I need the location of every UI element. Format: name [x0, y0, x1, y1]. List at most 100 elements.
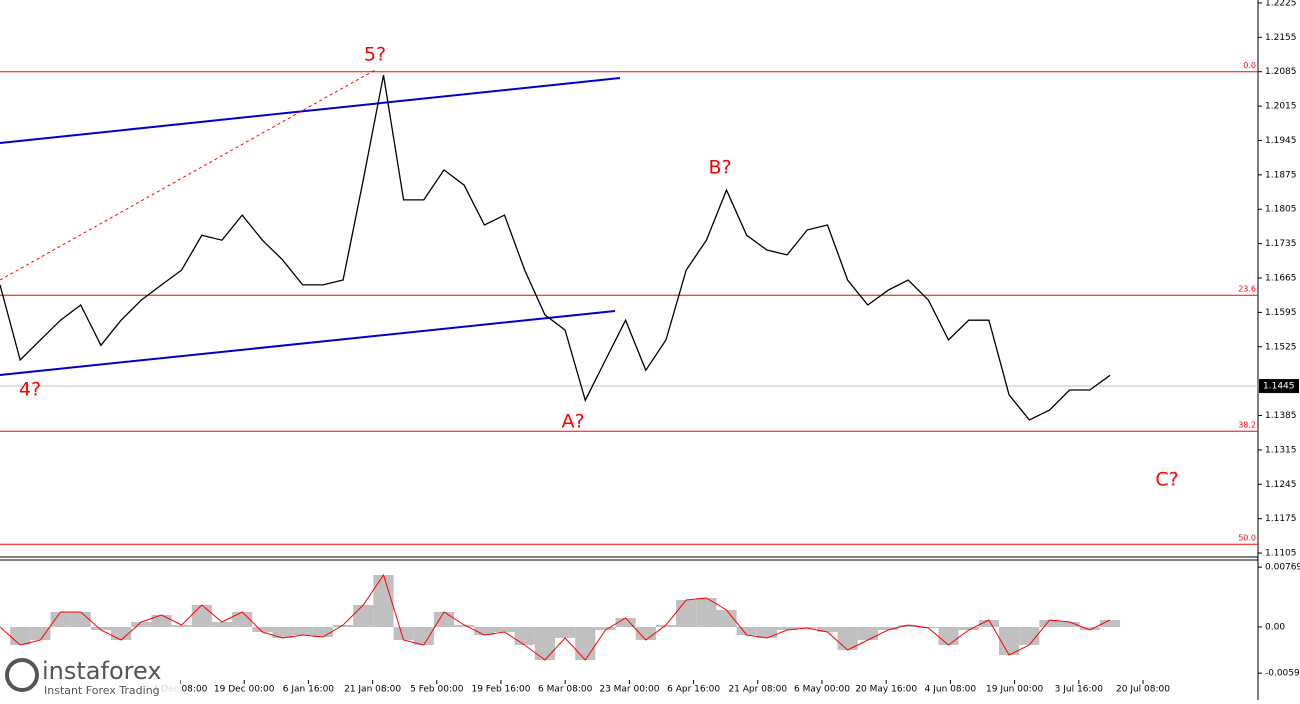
oscillator-bar [111, 627, 132, 640]
wave-label: C? [1155, 469, 1178, 491]
oscillator-bar [413, 627, 434, 645]
oscillator-bar [696, 597, 717, 628]
y-tick-label: 0.00769 [1265, 563, 1300, 573]
oscillator-bar [958, 627, 979, 631]
x-tick-label: 19 Dec 00:00 [214, 685, 275, 695]
y-tick-label: -0.00593 [1265, 669, 1300, 679]
channel-line [0, 310, 616, 376]
y-tick-label: 1.1945 [1265, 136, 1297, 146]
price-line [0, 74, 1111, 421]
oscillator-bar [555, 627, 576, 638]
oscillator-bar [292, 627, 313, 636]
oscillator-bar [131, 622, 152, 628]
x-tick-label: 21 Apr 08:00 [728, 685, 787, 695]
oscillator-bar [232, 611, 253, 628]
fib-label: 38.2 [1238, 421, 1256, 430]
oscillator-bar [393, 627, 414, 640]
oscillator-bar [333, 624, 354, 628]
y-tick-label: 1.1735 [1265, 239, 1297, 249]
logo-name: instaforex [42, 657, 162, 685]
oscillator-bar [635, 627, 656, 640]
x-tick-label: 6 Apr 16:00 [667, 685, 720, 695]
x-tick-label: 19 Jun 00:00 [986, 685, 1043, 695]
logo-tagline: Instant Forex Trading [44, 684, 160, 697]
channel-line [0, 77, 621, 144]
y-tick-label: 1.1665 [1265, 274, 1297, 284]
oscillator-bar [90, 627, 111, 631]
x-tick-label: 5 Feb 00:00 [410, 685, 464, 695]
oscillator-bar [474, 627, 495, 636]
y-tick-label: 1.1525 [1265, 342, 1297, 352]
oscillator-bar [454, 624, 475, 628]
y-tick-label: 1.2085 [1265, 67, 1297, 77]
oscillator-bar [1059, 622, 1080, 628]
y-tick-label: 1.1805 [1265, 205, 1297, 215]
oscillator-bar [898, 624, 919, 628]
oscillator-bar [736, 627, 757, 636]
oscillator-bar [756, 627, 777, 638]
oscillator-bar [514, 627, 535, 645]
x-tick-label: 4 Dec 08:00 [153, 685, 208, 695]
oscillator-line [0, 573, 1111, 661]
oscillator-bar [494, 627, 515, 632]
logo-icon [5, 658, 39, 692]
logo: instaforex Instant Forex Trading [0, 655, 180, 700]
oscillator-bar [857, 627, 878, 640]
oscillator-bar [938, 627, 959, 645]
oscillator-bar [595, 627, 616, 631]
oscillator-bar [877, 627, 899, 631]
oscillator-bar [171, 624, 192, 628]
y-tick-label: 1.2015 [1265, 102, 1297, 112]
x-tick-label: 20 Jul 08:00 [1116, 685, 1170, 695]
oscillator-bar [615, 617, 636, 628]
x-tick-label: 23 Mar 00:00 [599, 685, 659, 695]
y-tick-label: 1.1175 [1265, 514, 1297, 524]
oscillator-bar [312, 627, 333, 637]
oscillator-bar [252, 627, 273, 632]
last-price-box [1259, 379, 1299, 394]
y-tick-label: 1.1315 [1265, 445, 1297, 455]
oscillator-bar [272, 627, 293, 638]
x-tick-label: 4 Jun 08:00 [925, 685, 977, 695]
oscillator-bar [716, 610, 737, 628]
x-tick-label: 21 Jan 08:00 [344, 685, 401, 695]
oscillator-bar [817, 627, 838, 632]
oscillator-bar [534, 627, 555, 660]
oscillator-bar [575, 627, 596, 660]
oscillator-bar [50, 611, 71, 628]
oscillator-bar [655, 624, 677, 628]
oscillator-bar [1099, 620, 1121, 628]
oscillator-bar [978, 620, 999, 628]
x-tick-label: 20 May 16:00 [855, 685, 917, 695]
oscillator-bar [191, 604, 212, 628]
oscillator-bar [1019, 627, 1040, 645]
oscillator-bar [837, 627, 858, 651]
oscillator-bar [676, 600, 697, 628]
y-tick-label: 1.2225 [1265, 0, 1297, 8]
y-tick-label: 0.00 [1265, 623, 1285, 633]
oscillator-bar [30, 627, 51, 640]
wave-label: 5? [364, 44, 386, 66]
oscillator-bar [1039, 620, 1060, 628]
oscillator-bar [777, 627, 798, 631]
oscillator-bar [10, 627, 31, 645]
fib-label: 0.0 [1243, 61, 1256, 70]
fib-label: 23.6 [1238, 285, 1256, 294]
y-tick-label: 1.1875 [1265, 170, 1297, 180]
x-tick-label: 6 May 00:00 [794, 685, 850, 695]
wave-label: A? [561, 411, 584, 433]
oscillator-bar [1079, 627, 1100, 631]
y-tick-label: 1.1385 [1265, 411, 1297, 421]
wave-label: 4? [19, 379, 41, 401]
x-tick-label: 6 Mar 08:00 [538, 685, 593, 695]
x-tick-label: 6 Jan 16:00 [283, 685, 335, 695]
oscillator-bar [353, 604, 374, 628]
oscillator-bar [373, 575, 394, 628]
x-tick-label: 3 Jul 16:00 [1055, 685, 1104, 695]
y-tick-label: 1.1595 [1265, 308, 1297, 318]
oscillator-bar [211, 622, 233, 628]
fib-label: 50.0 [1238, 534, 1256, 543]
y-tick-label: 1.1105 [1265, 549, 1297, 559]
